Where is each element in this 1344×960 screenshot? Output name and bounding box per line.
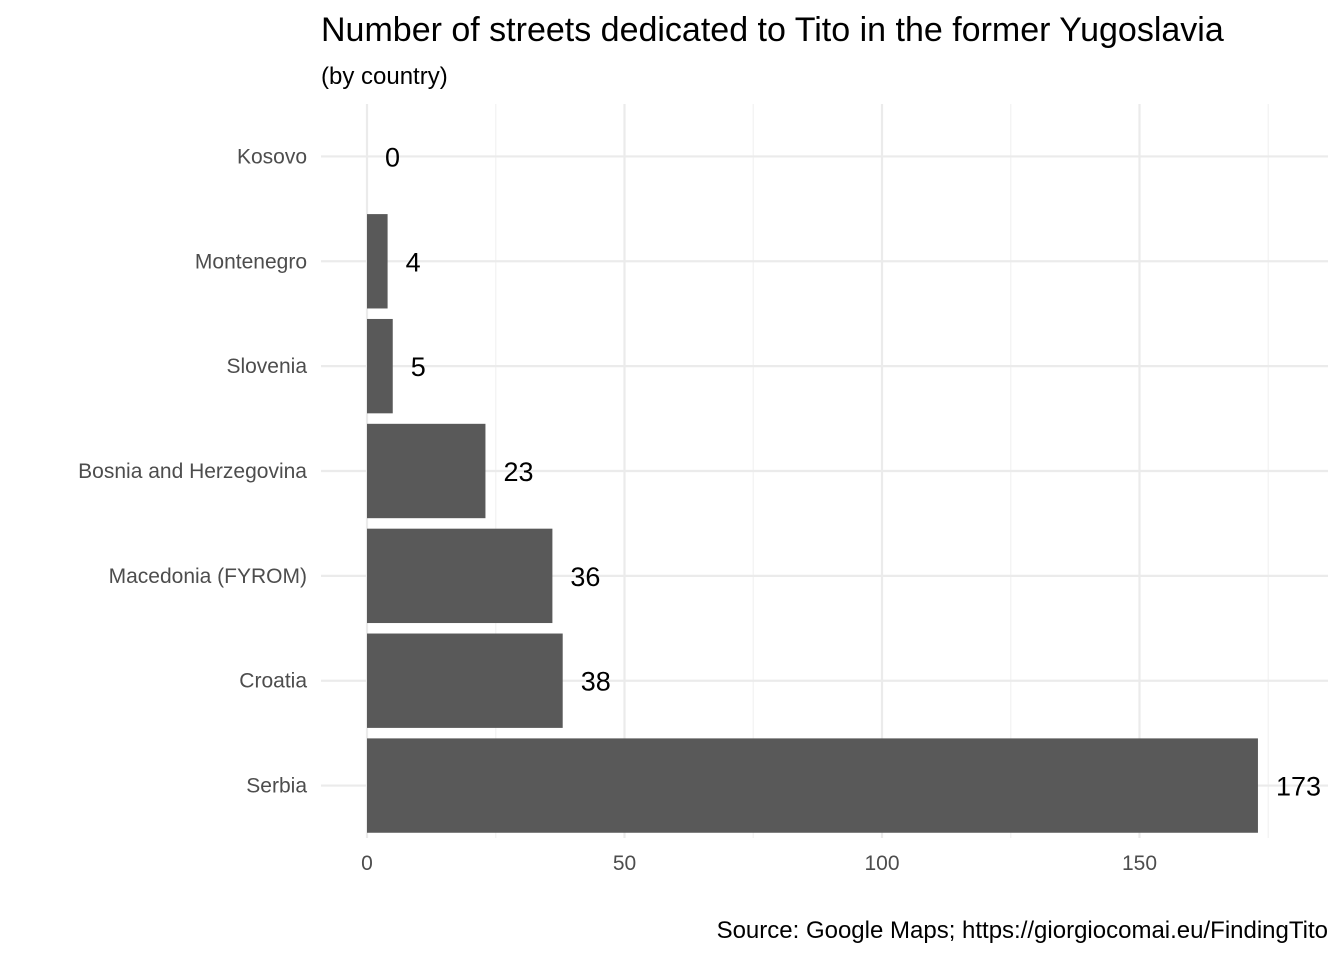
x-tick-label: 150 xyxy=(1122,852,1157,875)
x-tick-label: 100 xyxy=(864,852,899,875)
y-tick-label: Kosovo xyxy=(237,145,307,168)
bar-serbia xyxy=(367,738,1258,832)
bar-value-label: 4 xyxy=(406,247,421,277)
bar-croatia xyxy=(367,634,563,728)
x-axis-ticks: 0 50 100 150 xyxy=(361,852,1157,875)
bar-bosnia-and-herzegovina xyxy=(367,424,485,518)
bars xyxy=(367,214,1258,833)
chart-caption: Source: Google Maps; https://giorgiocoma… xyxy=(717,917,1328,944)
y-tick-label: Serbia xyxy=(246,775,307,798)
x-tick-label: 0 xyxy=(361,852,373,875)
y-tick-label: Croatia xyxy=(239,670,307,693)
bar-slovenia xyxy=(367,319,393,413)
y-tick-label: Montenegro xyxy=(195,250,307,273)
chart-title: Number of streets dedicated to Tito in t… xyxy=(321,11,1224,49)
bar-value-label: 23 xyxy=(503,457,533,487)
bar-montenegro xyxy=(367,214,388,308)
bar-value-label: 5 xyxy=(411,352,426,382)
bar-value-label: 173 xyxy=(1276,772,1321,802)
x-tick-label: 50 xyxy=(613,852,636,875)
bar-value-label: 36 xyxy=(570,562,600,592)
bar-value-label: 0 xyxy=(385,142,400,172)
bar-macedonia-fyrom xyxy=(367,529,552,623)
bar-value-label: 38 xyxy=(581,667,611,697)
chart-subtitle: (by country) xyxy=(321,63,448,90)
y-tick-label: Macedonia (FYROM) xyxy=(109,565,307,588)
y-axis-ticks: Kosovo Montenegro Slovenia Bosnia and Herze… xyxy=(78,145,307,797)
y-tick-label: Slovenia xyxy=(226,355,307,378)
y-tick-label: Bosnia and Herzegovina xyxy=(78,460,307,483)
